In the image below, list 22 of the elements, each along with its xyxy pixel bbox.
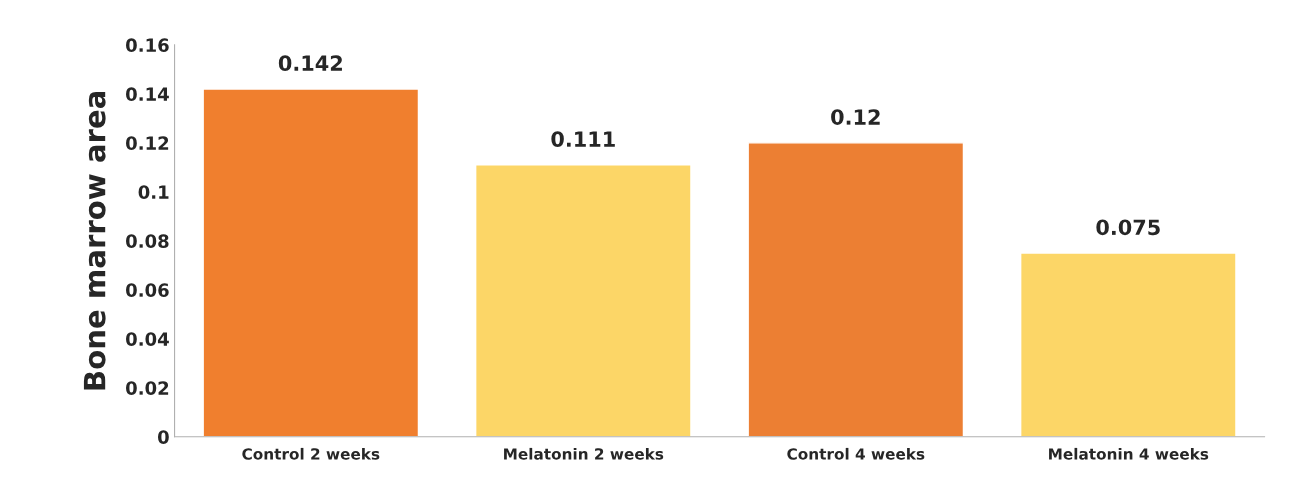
bar bbox=[202, 88, 420, 437]
data-label: 0.142 bbox=[278, 55, 342, 72]
data-label: 0.12 bbox=[831, 109, 880, 125]
x-tick-label: Melatonin 4 weeks bbox=[1049, 447, 1209, 460]
y-tick-label: 0.08 bbox=[126, 234, 169, 248]
y-tick-label: 0.1 bbox=[138, 185, 169, 199]
bar bbox=[1019, 252, 1237, 437]
bar bbox=[747, 142, 965, 437]
x-tick-label: Melatonin 2 weeks bbox=[504, 447, 664, 460]
y-tick-label: 0.02 bbox=[126, 381, 169, 395]
x-tick-label: Control 4 weeks bbox=[787, 447, 925, 460]
y-tick-label: 0.16 bbox=[126, 38, 169, 52]
y-tick-label: 0.12 bbox=[126, 136, 169, 150]
data-label: 0.111 bbox=[551, 131, 615, 147]
y-tick-label: 0.04 bbox=[126, 332, 169, 346]
y-tick-label: 0.06 bbox=[126, 283, 169, 297]
x-tick-label: Control 2 weeks bbox=[242, 447, 380, 460]
y-axis-title: Bone marrow area bbox=[83, 91, 106, 390]
data-label: 0.075 bbox=[1096, 219, 1160, 236]
y-tick-label: 0 bbox=[157, 430, 169, 444]
y-tick-label: 0.14 bbox=[126, 87, 169, 101]
bar bbox=[474, 164, 692, 437]
